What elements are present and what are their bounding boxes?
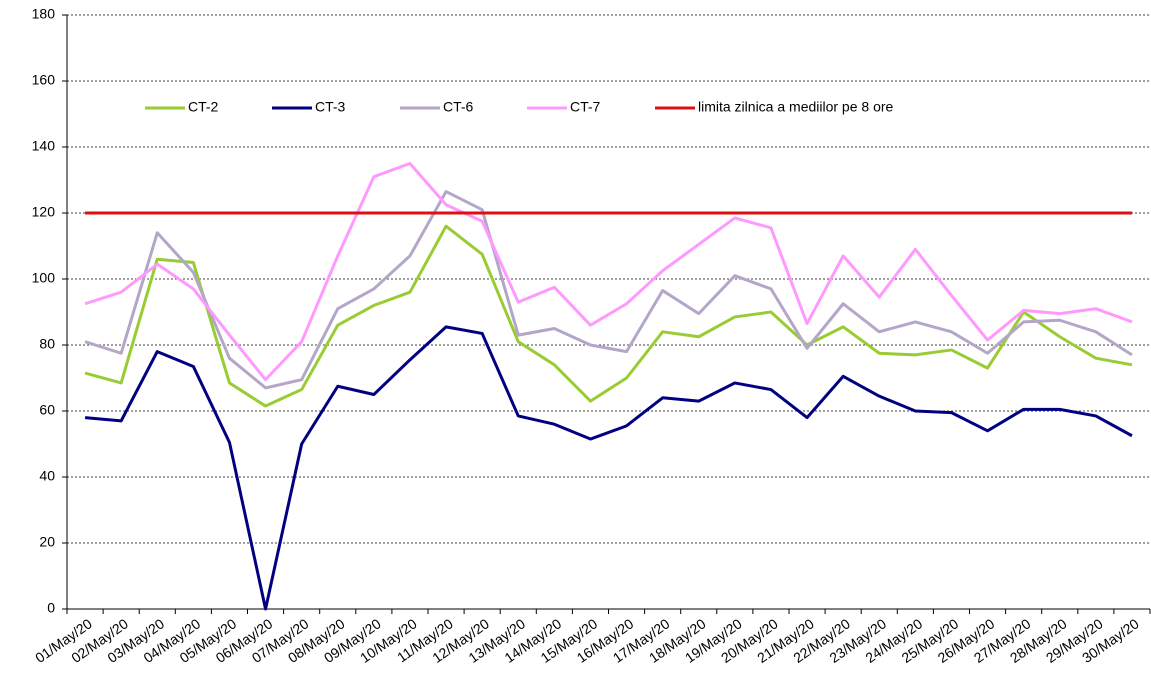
legend-label: CT-3	[315, 99, 346, 115]
series-line	[84, 190, 1133, 390]
legend-label: CT-2	[188, 99, 219, 115]
y-tick-label: 100	[32, 270, 56, 286]
y-tick-label: 120	[32, 204, 56, 220]
legend-label: limita zilnica a mediilor pe 8 ore	[698, 99, 894, 115]
y-tick-label: 80	[39, 336, 55, 352]
series-line	[84, 162, 1133, 382]
y-tick-label: 40	[39, 468, 55, 484]
y-tick-label: 140	[32, 138, 56, 154]
legend-label: CT-7	[570, 99, 601, 115]
series-line	[84, 325, 1133, 611]
legend-label: CT-6	[443, 99, 474, 115]
series-line	[84, 224, 1133, 408]
y-tick-label: 160	[32, 72, 56, 88]
y-tick-label: 60	[39, 402, 55, 418]
y-tick-label: 180	[32, 6, 56, 22]
y-tick-label: 20	[39, 534, 55, 550]
y-tick-label: 0	[47, 600, 55, 616]
